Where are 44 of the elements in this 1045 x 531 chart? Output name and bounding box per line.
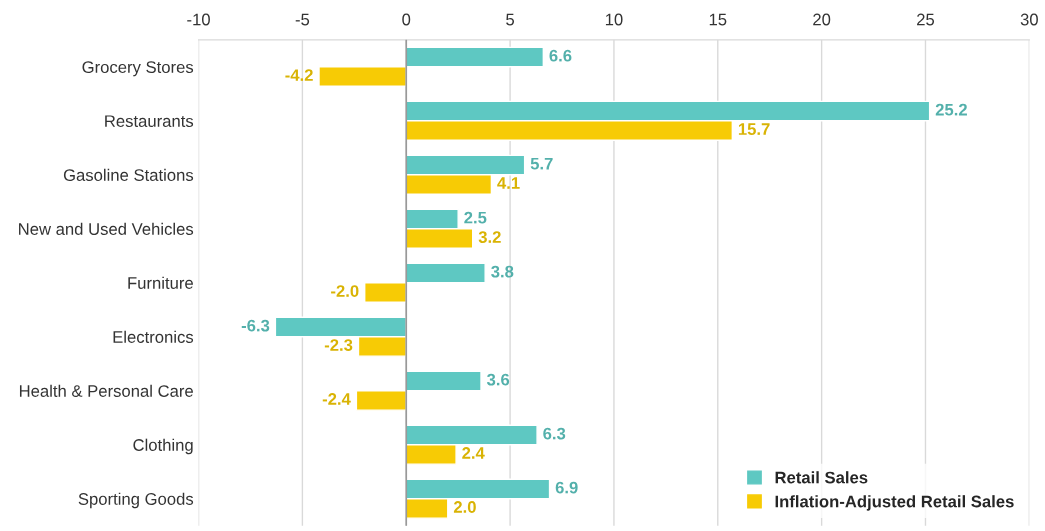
y-tick-label: Gasoline Stations xyxy=(63,168,194,181)
data-label: 6.3 xyxy=(543,427,566,440)
data-label: 3.8 xyxy=(491,265,514,278)
data-label: -2.4 xyxy=(322,393,351,405)
x-tick-label: 25 xyxy=(917,13,935,26)
data-label: -4.2 xyxy=(285,69,313,81)
x-tick-label: -10 xyxy=(187,13,210,26)
y-tick-label: New and Used Vehicles xyxy=(19,222,194,235)
data-label: 4.1 xyxy=(497,177,520,189)
data-label: 5.7 xyxy=(530,157,553,170)
y-tick-label: Electronics xyxy=(113,330,194,343)
data-label: 2.0 xyxy=(453,501,476,513)
bar xyxy=(318,66,407,87)
y-tick-label: Furniture xyxy=(128,276,193,289)
y-tick-label: Restaurants xyxy=(105,115,194,128)
x-tick-label: -5 xyxy=(295,13,310,26)
legend-label: Inflation-Adjusted Retail Sales xyxy=(775,495,1014,511)
data-label: -6.3 xyxy=(241,319,270,332)
bar xyxy=(364,282,407,303)
data-label: 2.5 xyxy=(464,211,487,224)
x-tick-label: 0 xyxy=(402,13,411,26)
data-label: 15.7 xyxy=(738,123,770,135)
legend-label: Retail Sales xyxy=(775,471,868,484)
data-label: 6.9 xyxy=(555,481,578,494)
y-tick-label: Sporting Goods xyxy=(78,492,194,509)
data-label: 3.6 xyxy=(486,373,510,386)
y-tick-label: Health & Personal Care xyxy=(19,384,193,397)
x-tick-label: 20 xyxy=(813,13,831,26)
data-label: 3.2 xyxy=(478,231,501,243)
y-tick-label: Grocery Stores xyxy=(82,61,194,77)
x-tick-label: 5 xyxy=(506,13,515,26)
x-tick-label: 10 xyxy=(605,13,623,26)
x-tick-label: 15 xyxy=(709,13,727,26)
bar xyxy=(405,46,545,68)
data-label: 6.6 xyxy=(549,49,572,62)
bar xyxy=(405,262,486,284)
data-label: 2.4 xyxy=(462,447,485,459)
data-label: -2.0 xyxy=(331,285,359,297)
bar xyxy=(355,390,407,411)
data-label: -2.3 xyxy=(324,339,353,351)
data-label: 25.2 xyxy=(935,103,967,116)
y-tick-label: Clothing xyxy=(133,438,193,455)
x-tick-label: 30 xyxy=(1020,13,1038,26)
bar xyxy=(405,370,482,392)
